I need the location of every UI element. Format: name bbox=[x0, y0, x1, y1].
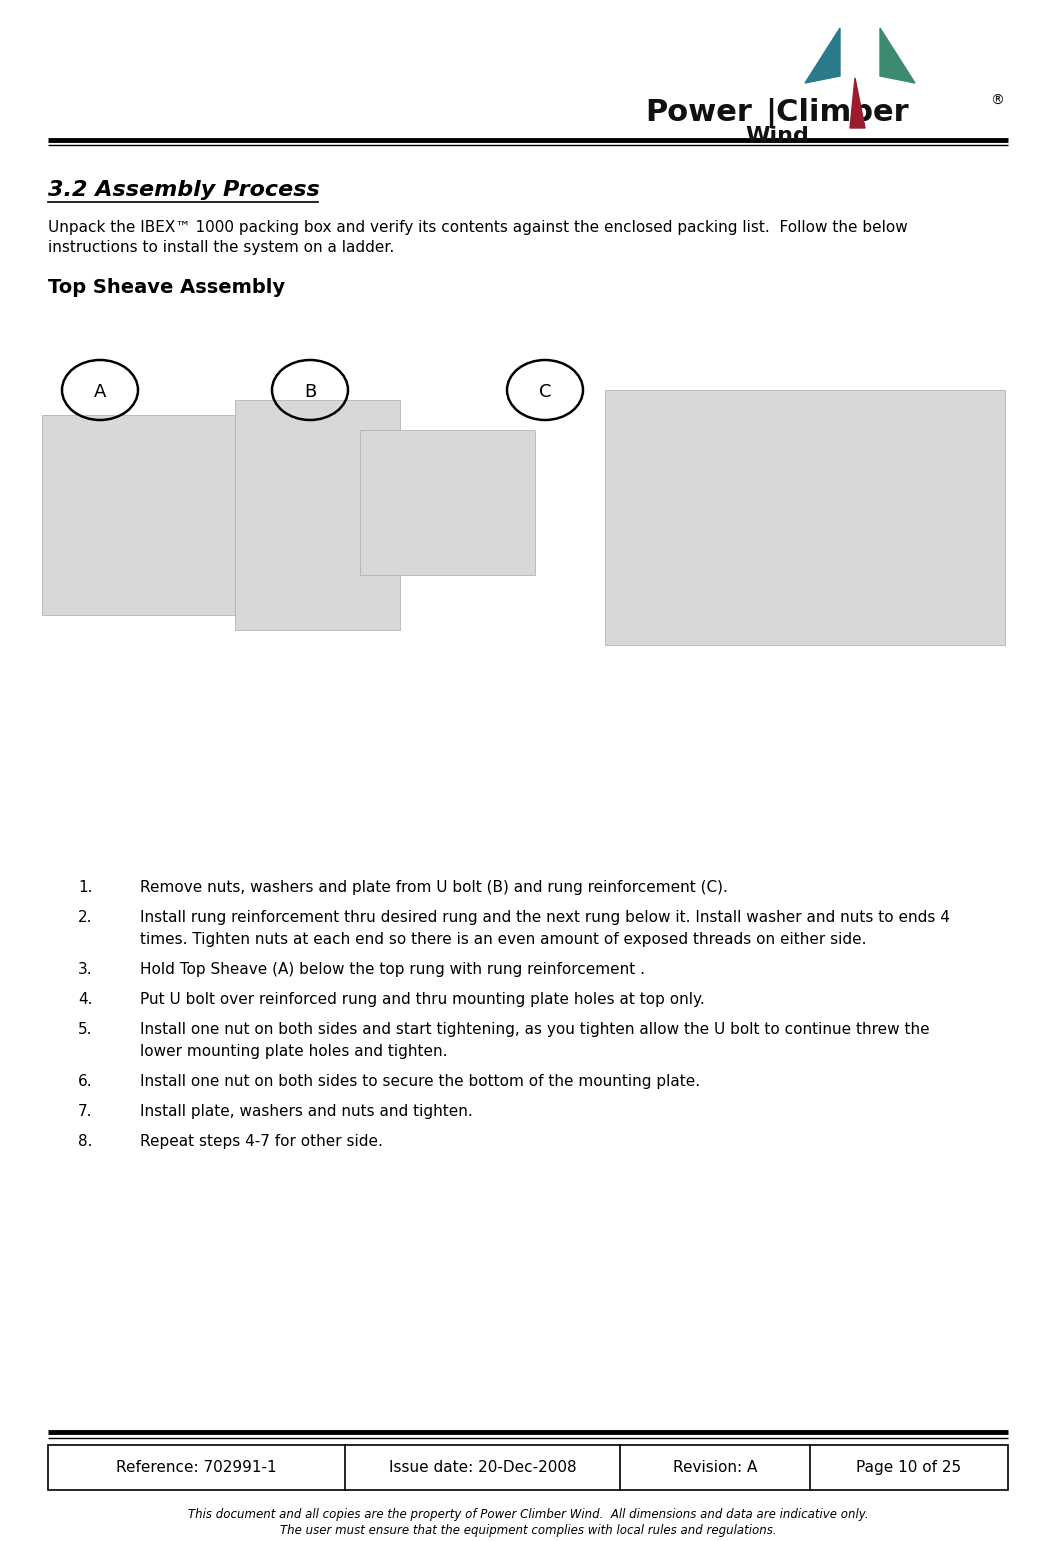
Text: Wind: Wind bbox=[744, 126, 809, 146]
Text: Put U bolt over reinforced rung and thru mounting plate holes at top only.: Put U bolt over reinforced rung and thru… bbox=[140, 992, 704, 1006]
Text: The user must ensure that the equipment complies with local rules and regulation: The user must ensure that the equipment … bbox=[280, 1524, 776, 1536]
Text: times. Tighten nuts at each end so there is an even amount of exposed threads on: times. Tighten nuts at each end so there… bbox=[140, 932, 867, 948]
Text: Install plate, washers and nuts and tighten.: Install plate, washers and nuts and tigh… bbox=[140, 1103, 473, 1119]
Text: B: B bbox=[304, 384, 316, 401]
Text: lower mounting plate holes and tighten.: lower mounting plate holes and tighten. bbox=[140, 1043, 448, 1059]
Text: Top Sheave Assembly: Top Sheave Assembly bbox=[48, 277, 285, 297]
Polygon shape bbox=[805, 28, 840, 83]
Text: Page 10 of 25: Page 10 of 25 bbox=[856, 1459, 962, 1475]
Polygon shape bbox=[850, 79, 865, 128]
Text: Repeat steps 4-7 for other side.: Repeat steps 4-7 for other side. bbox=[140, 1134, 383, 1150]
Text: |Climber: |Climber bbox=[765, 99, 908, 128]
Text: 8.: 8. bbox=[78, 1134, 93, 1150]
Text: Install one nut on both sides and start tightening, as you tighten allow the U b: Install one nut on both sides and start … bbox=[140, 1022, 929, 1037]
Bar bbox=[42, 415, 237, 615]
Text: Power: Power bbox=[645, 99, 752, 126]
Text: Hold Top Sheave (A) below the top rung with rung reinforcement .: Hold Top Sheave (A) below the top rung w… bbox=[140, 962, 645, 977]
Polygon shape bbox=[880, 28, 914, 83]
Text: This document and all copies are the property of Power Climber Wind.  All dimens: This document and all copies are the pro… bbox=[188, 1509, 868, 1521]
Text: 1.: 1. bbox=[78, 880, 93, 895]
Text: 3.2 Assembly Process: 3.2 Assembly Process bbox=[48, 180, 320, 200]
Bar bbox=[360, 430, 535, 575]
Text: Install rung reinforcement thru desired rung and the next rung below it. Install: Install rung reinforcement thru desired … bbox=[140, 911, 950, 925]
Text: 2.: 2. bbox=[78, 911, 93, 925]
Text: Issue date: 20-Dec-2008: Issue date: 20-Dec-2008 bbox=[389, 1459, 577, 1475]
Text: Install one nut on both sides to secure the bottom of the mounting plate.: Install one nut on both sides to secure … bbox=[140, 1074, 700, 1089]
Bar bbox=[48, 1445, 1008, 1490]
Text: ®: ® bbox=[991, 94, 1004, 108]
Text: 7.: 7. bbox=[78, 1103, 93, 1119]
Text: Reference: 702991-1: Reference: 702991-1 bbox=[116, 1459, 277, 1475]
Text: 3.: 3. bbox=[78, 962, 93, 977]
Text: 6.: 6. bbox=[78, 1074, 93, 1089]
Text: instructions to install the system on a ladder.: instructions to install the system on a … bbox=[48, 240, 394, 254]
Text: Revision: A: Revision: A bbox=[673, 1459, 757, 1475]
Text: 4.: 4. bbox=[78, 992, 93, 1006]
Text: C: C bbox=[539, 384, 551, 401]
Text: 5.: 5. bbox=[78, 1022, 93, 1037]
Text: Unpack the IBEX™ 1000 packing box and verify its contents against the enclosed p: Unpack the IBEX™ 1000 packing box and ve… bbox=[48, 220, 908, 234]
Bar bbox=[605, 390, 1005, 646]
Text: Remove nuts, washers and plate from U bolt (B) and rung reinforcement (C).: Remove nuts, washers and plate from U bo… bbox=[140, 880, 728, 895]
Text: A: A bbox=[94, 384, 107, 401]
Bar bbox=[235, 401, 400, 630]
